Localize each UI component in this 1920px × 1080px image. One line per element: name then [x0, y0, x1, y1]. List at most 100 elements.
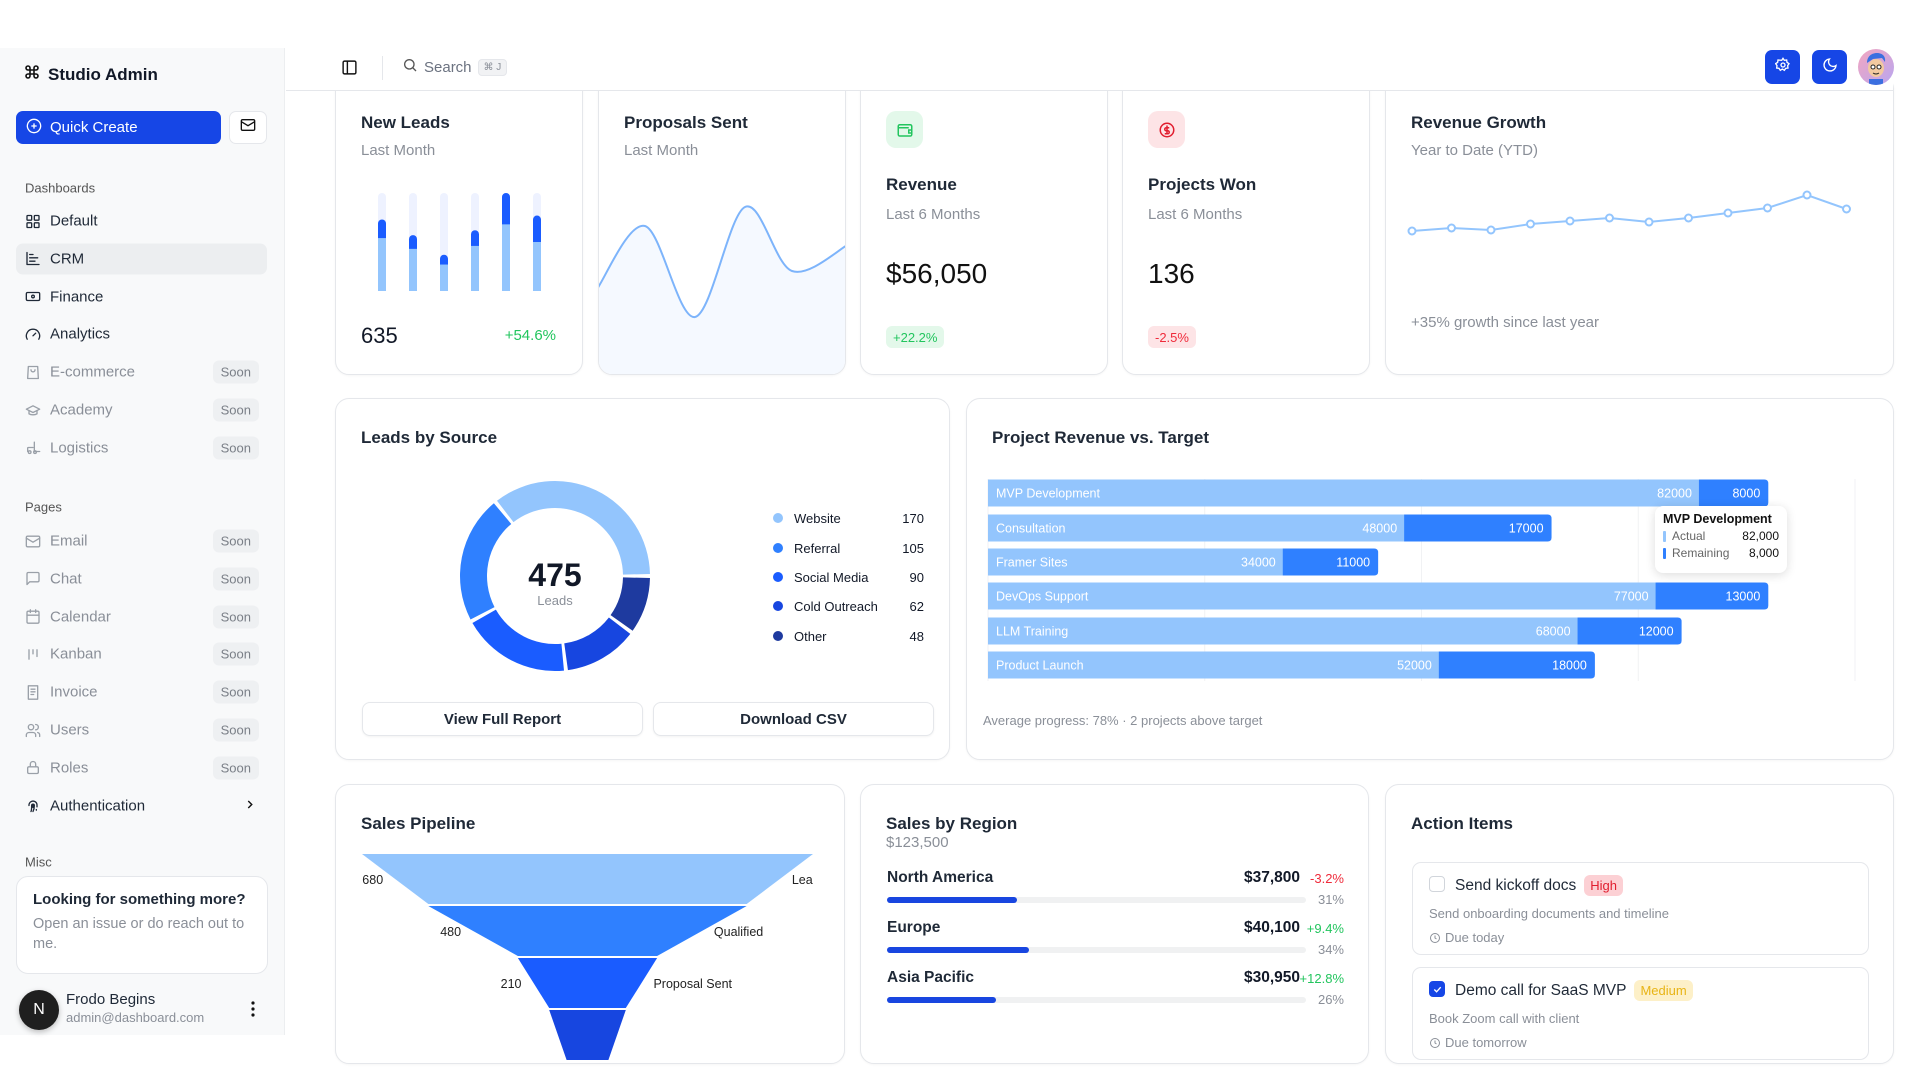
tooltip-title: MVP Development [1663, 512, 1772, 526]
task-checkbox[interactable] [1429, 876, 1445, 892]
soon-badge: Soon [212, 360, 259, 384]
region-progress-track [887, 947, 1306, 953]
sidebar: Studio Admin Quick Create Dashboards Def… [0, 48, 285, 1035]
region-percent: 34% [1317, 942, 1344, 957]
legend-value: 48 [909, 628, 924, 644]
priority-badge: High [1584, 875, 1623, 896]
bar-remaining-label: 17000 [1509, 522, 1544, 536]
growth-point [1526, 219, 1535, 229]
donut-slice-referral[interactable] [460, 503, 512, 620]
sidebar-item-invoice[interactable]: Invoice Soon [16, 677, 267, 708]
brand[interactable]: Studio Admin [24, 64, 158, 85]
search-icon [402, 57, 418, 78]
revenue-growth-line-chart [1407, 190, 1851, 236]
card-title: Revenue [886, 175, 957, 194]
sales-funnel-chart: 680 Leads 480 Qualified 210 Proposal Sent [362, 854, 813, 1060]
task-checkbox[interactable] [1429, 981, 1445, 997]
sidebar-item-label: Authentication [50, 797, 146, 815]
bar-actual[interactable] [988, 548, 1283, 576]
bar-actual[interactable] [988, 514, 1405, 542]
bar-base-segment [471, 245, 479, 291]
sidebar-toggle-icon[interactable] [341, 59, 358, 81]
bar-actual-label: 52000 [1397, 659, 1432, 673]
donut-slice-social-media[interactable] [472, 609, 564, 671]
sidebar-item-authentication[interactable]: Authentication [16, 790, 267, 821]
chart-bar-icon [25, 251, 41, 267]
sidebar-item-kanban[interactable]: Kanban Soon [16, 639, 267, 670]
bar-actual[interactable] [988, 617, 1578, 645]
forklift-icon [25, 440, 41, 456]
funnel-value-label: 680 [362, 873, 383, 887]
growth-point [1644, 217, 1654, 227]
search-shortcut: ⌘ J [477, 58, 508, 76]
check-icon [1433, 986, 1441, 993]
user-email: admin@dashboard.com [66, 1010, 205, 1025]
theme-toggle-button[interactable] [1812, 50, 1847, 84]
funnel-segment[interactable] [428, 906, 747, 956]
sidebar-item-logistics[interactable]: Logistics Soon [16, 432, 267, 463]
region-percent: 31% [1317, 892, 1344, 907]
soon-badge: Soon [212, 680, 259, 704]
legend-swatch [1663, 530, 1666, 542]
bar-remaining-label: 11000 [1336, 556, 1370, 570]
bar-remaining-label: 8000 [1732, 487, 1760, 501]
funnel-stage-label: Leads [792, 873, 813, 887]
sidebar-item-analytics[interactable]: Analytics [16, 319, 267, 350]
sidebar-item-label: Calendar [50, 608, 111, 626]
download-csv-button[interactable]: Download CSV [653, 702, 934, 736]
legend-label: Cold Outreach [794, 598, 878, 614]
sidebar-item-label: Kanban [50, 645, 102, 663]
promo-card[interactable]: Looking for something more? Open an issu… [16, 876, 268, 974]
quick-create-button[interactable]: Quick Create [16, 111, 221, 144]
bar-actual[interactable] [988, 582, 1656, 610]
sidebar-item-calendar[interactable]: Calendar Soon [16, 601, 267, 632]
funnel-segment[interactable] [362, 854, 813, 904]
sidebar-item-academy[interactable]: Academy Soon [16, 395, 267, 426]
donut-slice-website[interactable] [496, 481, 650, 575]
bar-actual[interactable] [988, 651, 1439, 679]
bar-actual-label: 77000 [1614, 590, 1649, 604]
legend-item: Website 170 [773, 508, 924, 528]
sidebar-item-users[interactable]: Users Soon [16, 715, 267, 746]
plus-circle-icon [26, 118, 42, 138]
bar-category-label: Framer Sites [996, 556, 1068, 570]
region-progress-fill [887, 947, 1030, 953]
more-vertical-icon[interactable] [245, 1000, 261, 1023]
funnel-segment[interactable] [549, 1010, 626, 1060]
view-full-report-button[interactable]: View Full Report [362, 702, 643, 736]
funnel-segment[interactable] [517, 958, 658, 1008]
sidebar-item-label: Logistics [50, 439, 109, 457]
action-items-card: Action Items Send kickoff docs High Send … [1385, 784, 1894, 1064]
bar-category-label: DevOps Support [996, 590, 1089, 604]
new-leads-bar-chart [378, 193, 541, 291]
sidebar-item-finance[interactable]: Finance [16, 281, 267, 312]
sidebar-item-e-commerce[interactable]: E-commerce Soon [16, 357, 267, 388]
search-button[interactable]: Search ⌘ J [402, 54, 508, 80]
clock-icon [1430, 1037, 1440, 1048]
project-revenue-card: Project Revenue vs. Target MVP Developme… [966, 398, 1894, 760]
donut-slice-cold-outreach[interactable] [564, 617, 631, 671]
sidebar-item-crm[interactable]: CRM [16, 243, 267, 275]
action-item: Send kickoff docs High Send onboarding do… [1412, 862, 1869, 955]
sidebar-item-chat[interactable]: Chat Soon [16, 563, 267, 594]
soon-badge: Soon [212, 605, 259, 629]
growth-point [1802, 190, 1812, 200]
user-menu[interactable]: N Frodo Begins admin@dashboard.com [19, 990, 269, 1030]
legend-item: Cold Outreach 62 [773, 596, 924, 616]
bar-category-label: MVP Development [996, 487, 1101, 501]
bar-base-segment [409, 248, 417, 291]
settings-button[interactable] [1765, 50, 1800, 84]
promo-body: Open an issue or do reach out to me. [33, 916, 245, 952]
bar-category-label: Product Launch [996, 659, 1084, 673]
bar-actual[interactable] [988, 479, 1699, 507]
sidebar-item-roles[interactable]: Roles Soon [16, 752, 267, 783]
region-progress-fill [887, 997, 996, 1003]
soon-badge: Soon [212, 642, 259, 666]
growth-point [1486, 225, 1496, 235]
donut-slice-other[interactable] [610, 577, 650, 631]
sidebar-item-default[interactable]: Default [16, 206, 267, 237]
sidebar-item-email[interactable]: Email Soon [16, 526, 267, 557]
inbox-button[interactable] [229, 111, 267, 144]
profile-avatar[interactable] [1858, 49, 1894, 85]
legend-swatch [1663, 547, 1666, 559]
